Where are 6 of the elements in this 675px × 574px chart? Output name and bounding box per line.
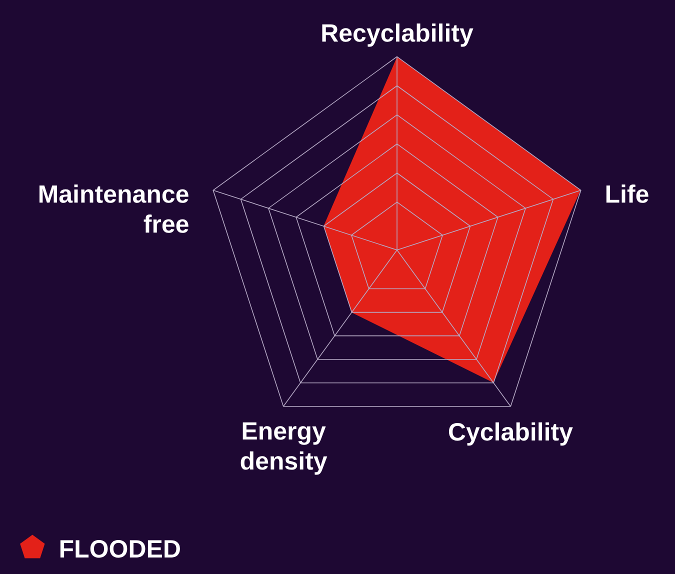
- spoke-label: Energy density: [240, 422, 328, 475]
- spoke-label: Cyclability: [448, 422, 573, 446]
- spoke-label: Maintenance free: [39, 184, 188, 233]
- legend-label: FLOODED: [60, 540, 180, 558]
- spoke-label: Life: [606, 184, 648, 203]
- spoke-label: Recyclability: [322, 23, 474, 47]
